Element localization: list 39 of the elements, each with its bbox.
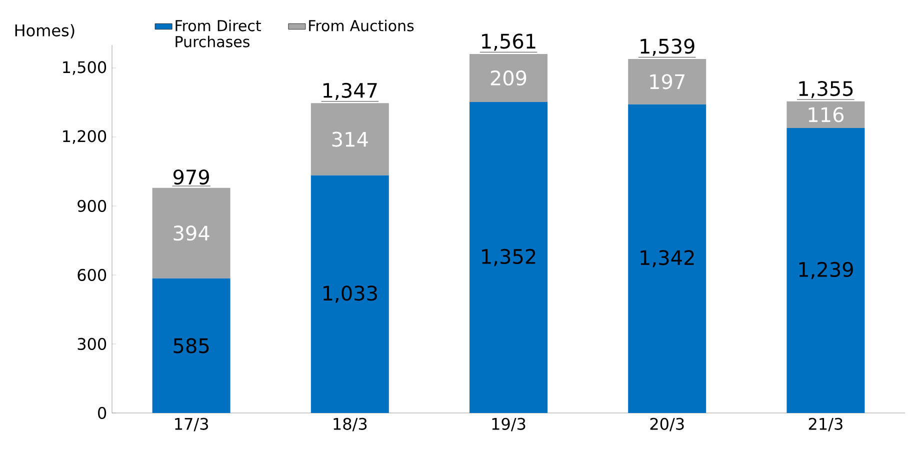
total-label: 1,347 bbox=[323, 82, 377, 100]
bar bbox=[152, 188, 230, 278]
x-tick-label: 17/3 bbox=[175, 418, 208, 432]
total-label: 979 bbox=[173, 169, 209, 185]
bar bbox=[310, 175, 389, 413]
data-label: 1,033 bbox=[323, 286, 377, 303]
legend-label: From Auctions bbox=[309, 20, 414, 32]
x-tick-label: 18/3 bbox=[334, 418, 367, 432]
data-label: 209 bbox=[490, 70, 526, 86]
y-tick-label: 600 bbox=[78, 268, 106, 282]
data-label: 1,239 bbox=[799, 262, 853, 280]
data-label: 197 bbox=[650, 74, 684, 90]
x-tick-label: 19/3 bbox=[492, 418, 526, 432]
y-tick-label: 300 bbox=[78, 338, 106, 350]
y-tick-label: 900 bbox=[78, 200, 106, 212]
data-label: 314 bbox=[332, 132, 368, 147]
bar bbox=[470, 54, 548, 102]
x-tick-label: 21/3 bbox=[808, 418, 842, 432]
data-label: 585 bbox=[174, 338, 209, 354]
y-axis-title: Homes) bbox=[15, 24, 74, 38]
y-tick-label: 0 bbox=[98, 406, 106, 420]
y-tick-label: 1,500 bbox=[63, 61, 106, 75]
bar bbox=[786, 101, 865, 128]
bar bbox=[310, 103, 389, 176]
total-label: 1,561 bbox=[482, 34, 536, 51]
data-label: 1,352 bbox=[482, 248, 536, 266]
total-label: 1,539 bbox=[640, 38, 694, 56]
x-tick-label: 20/3 bbox=[650, 418, 684, 432]
data-label: 394 bbox=[174, 226, 210, 241]
bar bbox=[152, 278, 230, 413]
y-tick-label: 1,200 bbox=[63, 130, 106, 144]
bar bbox=[470, 102, 548, 413]
bar bbox=[628, 104, 706, 413]
data-label: 116 bbox=[808, 107, 844, 122]
bar bbox=[786, 128, 865, 413]
data-label: 1,342 bbox=[640, 250, 694, 268]
total-label: 1,355 bbox=[799, 80, 853, 98]
legend-label: From Direct Purchases bbox=[176, 20, 261, 48]
bar bbox=[628, 59, 706, 104]
